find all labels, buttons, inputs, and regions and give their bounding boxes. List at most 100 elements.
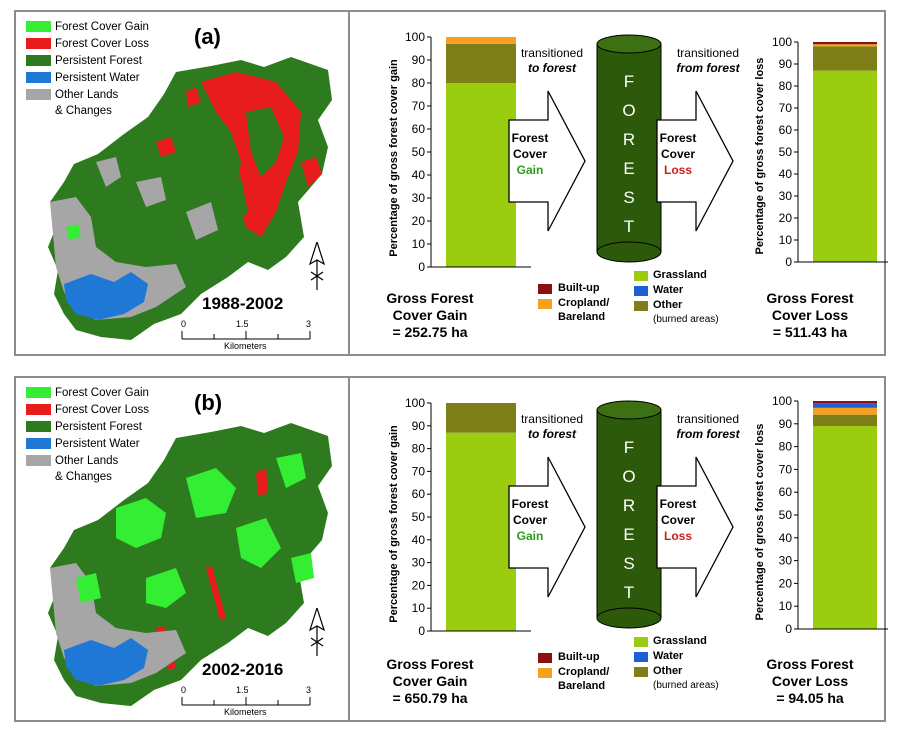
bar-segment-built-up — [813, 42, 877, 45]
legend-water: Water — [653, 284, 684, 296]
y-tick-label: 90 — [412, 53, 426, 67]
legend-swatch — [634, 286, 648, 296]
period-label: 2002-2016 — [202, 660, 284, 679]
caption-line: Gross Forest — [766, 290, 854, 306]
legend-swatch — [26, 55, 51, 67]
y-tick-label: 0 — [785, 255, 792, 269]
scale-tick-label: 3 — [306, 319, 312, 329]
bar-segment-grassland — [446, 432, 516, 631]
legend-label: Persistent Forest — [55, 421, 142, 433]
arrow-line: Forest — [511, 131, 549, 145]
gain-word: Gain — [516, 529, 544, 543]
to-forest-text: to forest — [528, 427, 576, 441]
from-forest-label: transitioned from forest — [658, 412, 758, 442]
legend-item-forest-loss: Forest Cover Loss — [26, 37, 149, 52]
bar-segment-cropland-bareland — [446, 37, 516, 44]
scale-tick-label: 1.5 — [236, 685, 249, 695]
caption-line: Cover Loss — [771, 673, 849, 689]
caption-line: = 94.05 ha — [776, 690, 844, 706]
gain-arrow-text: Forest Cover Gain — [508, 130, 552, 178]
bar-segment-grassland — [446, 83, 516, 267]
cylinder-letter: R — [622, 130, 636, 149]
caption-line: Cover Loss — [771, 307, 849, 323]
caption-line: Cover Gain — [392, 673, 468, 689]
cylinder-letter: R — [622, 496, 636, 515]
y-tick-label: 50 — [779, 145, 793, 159]
legend-swatch — [634, 637, 648, 647]
legend-label: Forest Cover Loss — [55, 38, 149, 50]
legend-item-persistent-forest: Persistent Forest — [26, 420, 142, 435]
y-tick-label: 50 — [779, 508, 793, 522]
loss-arrow-text: Forest Cover Loss — [656, 130, 700, 178]
legend-other-note: (burned areas) — [653, 680, 719, 691]
cylinder-letter: O — [622, 467, 636, 486]
arrow-line: Cover — [660, 513, 695, 527]
y-tick-label: 80 — [779, 440, 793, 454]
legend-water: Water — [653, 650, 684, 662]
legend-item-other-lands: Other Lands — [26, 454, 118, 469]
legend-builtup: Built-up — [558, 651, 600, 663]
gain-arrow-text: Forest Cover Gain — [508, 496, 552, 544]
legend-swatch — [538, 653, 552, 663]
bar-segment-other — [813, 46, 877, 71]
legend-item-persistent-forest: Persistent Forest — [26, 54, 142, 69]
legend-label: Persistent Water — [55, 438, 140, 450]
scale-tick-label: 3 — [306, 685, 312, 695]
y-tick-label: 90 — [779, 57, 793, 71]
y-tick-label: 100 — [405, 30, 425, 44]
cylinder-letter: E — [623, 525, 635, 544]
legend-label: Persistent Forest — [55, 55, 142, 67]
legend-label: Persistent Water — [55, 72, 140, 84]
loss-arrow-icon — [656, 456, 734, 598]
cylinder-letter: F — [623, 438, 635, 457]
y-tick-label: 20 — [779, 576, 793, 590]
bar-segment-grassland — [813, 426, 877, 629]
loss-bar-chart: 0 10 20 30 40 50 60 70 80 90 100 — [772, 35, 888, 269]
gain-arrow-icon — [508, 456, 586, 598]
to-forest-label: transitioned to forest — [492, 46, 612, 76]
gain-caption: Gross Forest Cover Gain = 650.79 ha — [354, 656, 506, 707]
panel-divider — [348, 12, 350, 354]
legend-label: Forest Cover Gain — [55, 21, 149, 33]
y-tick-label: 10 — [412, 237, 426, 251]
y-tick-label: 100 — [772, 35, 792, 49]
legend-swatch — [26, 455, 51, 467]
y-tick-label: 30 — [412, 191, 426, 205]
legend-other: Other — [653, 665, 683, 677]
bar-segment-cropland-bareland — [813, 407, 877, 415]
y-tick-label: 20 — [779, 211, 793, 225]
cylinder-letter: S — [623, 188, 635, 207]
caption-line: Gross Forest — [386, 290, 474, 306]
legend-label: Forest Cover Gain — [55, 387, 149, 399]
legend-swatch — [634, 271, 648, 281]
transitioned-text: transitioned — [676, 46, 740, 60]
legend-swatch — [26, 21, 51, 33]
legend-item-forest-loss: Forest Cover Loss — [26, 403, 149, 418]
loss-word: Loss — [663, 529, 692, 543]
legend-grassland: Grassland — [653, 635, 707, 647]
panel-a: Forest Cover Gain Forest Cover Loss Pers… — [14, 10, 888, 356]
y-tick-label: 70 — [412, 99, 426, 113]
transitioned-text: transitioned — [520, 412, 584, 426]
to-forest-label: transitioned to forest — [492, 412, 612, 442]
arrow-line: Forest — [659, 131, 697, 145]
from-forest-text: from forest — [676, 427, 740, 441]
arrow-line: Forest — [511, 497, 549, 511]
y-tick-label: 10 — [412, 601, 426, 615]
scale-bar: 0 1.5 3 Kilometers — [176, 685, 316, 720]
legend-swatch — [538, 299, 552, 309]
legend-label: Other Lands — [55, 89, 119, 101]
bar-segment-cropland-bareland — [813, 44, 877, 47]
panel-label: (a) — [194, 24, 221, 49]
y-tick-label: 60 — [412, 122, 426, 136]
bar-segment-water — [813, 403, 877, 408]
y-tick-label: 60 — [779, 485, 793, 499]
bar-segment-grassland — [813, 70, 877, 262]
gain-caption: Gross Forest Cover Gain = 252.75 ha — [354, 290, 506, 341]
y-tick-label: 30 — [779, 189, 793, 203]
legend-swatch — [26, 404, 51, 416]
scale-bar: 0 1.5 3 Kilometers — [176, 319, 316, 354]
forest-map — [48, 57, 332, 340]
gain-bar-chart: 0 10 20 30 40 50 60 70 80 90 100 — [405, 30, 531, 274]
y-tick-label: 70 — [779, 101, 793, 115]
